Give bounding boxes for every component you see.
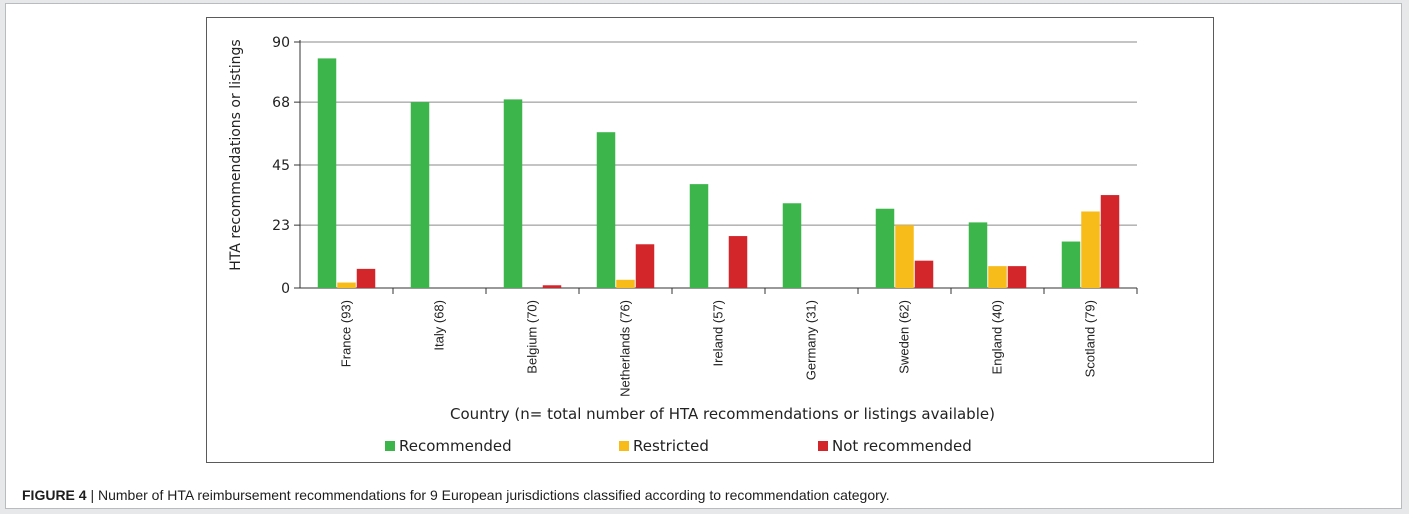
- y-tick-label: 23: [272, 218, 290, 234]
- x-category-label: England (40): [990, 300, 1005, 374]
- x-category-label: Germany (31): [804, 300, 819, 380]
- bar-recommended: [689, 184, 709, 288]
- x-category-label: Sweden (62): [897, 300, 912, 374]
- bar-recommended: [968, 222, 988, 288]
- bar-restricted: [337, 282, 356, 288]
- legend-swatch: [385, 441, 395, 451]
- x-category-label: Italy (68): [432, 300, 447, 351]
- x-category-label: France (93): [339, 300, 354, 367]
- y-tick-label: 68: [272, 95, 290, 111]
- x-category-label: Belgium (70): [525, 300, 540, 374]
- y-tick-label: 0: [281, 281, 290, 297]
- bar-not-recommended: [356, 268, 376, 288]
- bar-restricted: [1081, 211, 1100, 288]
- bar-not-recommended: [1007, 266, 1027, 288]
- bar-restricted: [895, 225, 914, 288]
- x-category-label: Netherlands (76): [618, 300, 633, 397]
- bar-recommended: [875, 208, 895, 288]
- legend-label: Restricted: [633, 437, 709, 455]
- bar-chart: 90 68 45 23 0 France (93) Italy (68) Belgium (7…: [228, 35, 1138, 455]
- bar-not-recommended: [635, 244, 655, 288]
- legend-swatch: [818, 441, 828, 451]
- bar-recommended: [596, 132, 616, 288]
- y-tick-label: 45: [272, 158, 290, 174]
- legend-swatch: [619, 441, 629, 451]
- y-axis-title: HTA recommendations or listings: [228, 39, 244, 270]
- x-category-label: Scotland (79): [1083, 300, 1098, 377]
- y-tick-label: 90: [272, 35, 290, 51]
- bar-recommended: [782, 203, 802, 288]
- bar-not-recommended: [1100, 195, 1120, 288]
- legend-label: Recommended: [399, 437, 512, 455]
- bar-not-recommended: [728, 236, 748, 288]
- bar-restricted: [616, 279, 635, 288]
- x-category-label: Ireland (57): [711, 300, 726, 366]
- bar-not-recommended: [914, 260, 934, 288]
- chart-frame: 90 68 45 23 0 France (93) Italy (68) Belgium (7…: [206, 17, 1214, 463]
- bar-restricted: [988, 266, 1007, 288]
- bar-recommended: [317, 58, 337, 289]
- caption-text: Number of HTA reimbursement recommendati…: [98, 487, 890, 503]
- bar-recommended: [1061, 241, 1081, 288]
- figure-caption: FIGURE 4 | Number of HTA reimbursement r…: [22, 487, 1392, 503]
- bar-recommended: [503, 99, 523, 289]
- bar-not-recommended: [542, 285, 562, 288]
- figure-panel: 90 68 45 23 0 France (93) Italy (68) Belgium (7…: [5, 3, 1402, 509]
- caption-separator: |: [90, 487, 95, 503]
- bar-recommended: [410, 102, 430, 288]
- figure-label: FIGURE 4: [22, 487, 87, 503]
- legend-label: Not recommended: [832, 437, 972, 455]
- x-axis-title: Country (n= total number of HTA recommen…: [450, 405, 995, 423]
